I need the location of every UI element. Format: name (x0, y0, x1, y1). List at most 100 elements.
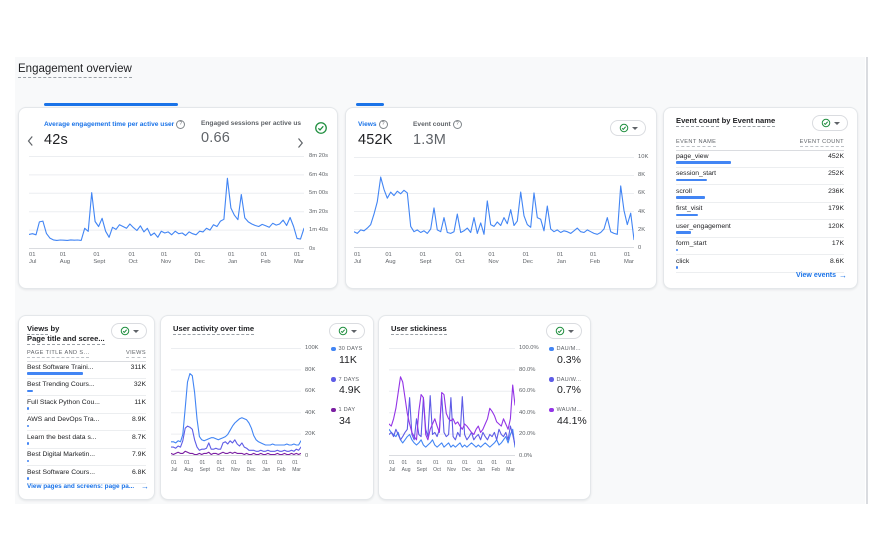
carousel-prev-button[interactable] (26, 134, 36, 148)
row-label: Best Trending Cours... (27, 381, 95, 388)
view-pages-link[interactable]: View pages and screens: page pa... → (27, 482, 149, 491)
event-count-table-card: Event count by Event name EVENT NAME EVE… (663, 107, 858, 289)
card-title: User activity over time (173, 324, 255, 335)
active-tab-indicator (356, 103, 384, 106)
insights-status-button[interactable] (546, 323, 582, 339)
row-value: 311K (130, 363, 146, 371)
legend-dot-icon (549, 377, 554, 382)
metric-tab-avg-engagement-time[interactable]: Average engagement time per active user … (44, 120, 186, 148)
pages-table-body: Best Software Traini... 311K Best Trending… (27, 361, 146, 484)
row-value: 8.7K (132, 433, 146, 441)
table-row: Full Stack Python Cou... 11K (27, 396, 146, 414)
y-axis-labels: 100K 80K 60K 40K 20K 0 (305, 345, 319, 459)
value-bar (27, 442, 29, 445)
value-bar (676, 266, 678, 269)
metric-label: Event count (413, 121, 451, 128)
user-activity-card: User activity over time 100K 80K 60K 40K 20K… (160, 315, 374, 500)
views-card: Views 452K Event count 1.3M 10K8K6K4K2K0… (345, 103, 657, 289)
card-title: User stickiness (391, 324, 447, 335)
check-circle-icon (338, 326, 347, 336)
table-row: scroll 236K (676, 185, 844, 203)
table-header: PAGE TITLE AND S... VIEWS (27, 350, 146, 362)
metric-value: 452K (358, 132, 393, 148)
metric-label: Views (358, 121, 377, 128)
value-bar (27, 389, 33, 392)
insights-status-button[interactable] (111, 323, 147, 339)
row-label: Best Digital Marketin... (27, 451, 95, 458)
x-axis-labels: 01 Jul 01 Aug 01 Sept 01 Oct 01 Nov 01 Dec 01 Jan 01 Fe… (171, 460, 301, 473)
value-bar (676, 248, 679, 251)
insights-status-button[interactable] (610, 120, 646, 136)
carousel-next-button[interactable] (296, 136, 306, 150)
help-icon[interactable] (378, 120, 388, 129)
x-axis-labels: 01 Jul 01 Aug 01 Sept 01 Oct 01 Nov 01 Dec 01 Jan 01 Fe… (29, 252, 304, 265)
table-header: EVENT NAME EVENT COUNT (676, 139, 844, 151)
check-circle-icon (555, 326, 564, 336)
row-value: 8.9K (132, 416, 146, 423)
metric-label: Average engagement time per active user (44, 121, 175, 128)
legend-dot-icon (331, 346, 336, 352)
row-label: AWS and DevOps Tra... (27, 416, 100, 423)
row-label: form_start (676, 240, 707, 247)
help-icon[interactable] (452, 120, 462, 129)
metric-tab-event-count[interactable]: Event count 1.3M (413, 120, 462, 148)
legend-item: WAU/M... 44.1% (549, 407, 587, 427)
row-label: Best Software Traini... (27, 363, 94, 371)
legend-item: 1 DAY 34 (331, 407, 363, 427)
check-circle-icon (315, 122, 327, 134)
column-header-page-title: PAGE TITLE AND S... (27, 350, 90, 358)
help-icon[interactable] (176, 120, 186, 129)
event-table-body: page_view 452K session_start 252K scroll 236K… (676, 150, 844, 273)
user-stickiness-card: User stickiness 100.0% 80.0% 60.0% 40.0% 20.… (378, 315, 591, 500)
y-axis-labels: 100.0% 80.0% 60.0% 40.0% 20.0% 0.0% (519, 345, 539, 459)
table-row: Learn the best data s... 8.7K (27, 431, 146, 449)
table-row: click 8.6K (676, 255, 844, 273)
value-bar (27, 424, 29, 427)
insights-status-button[interactable] (329, 323, 365, 339)
x-axis-labels: 01 Jul 01 Aug 01 Sept 01 Oct 01 Nov 01 Dec 01 Jan 01 Fe… (389, 460, 515, 473)
value-bar (27, 477, 29, 480)
column-header-views: VIEWS (125, 350, 146, 358)
column-header-event-name: EVENT NAME (676, 139, 717, 147)
card-title: Event count by Event name (676, 116, 776, 127)
data-quality-icon[interactable] (314, 121, 328, 135)
y-axis-labels: 8m 20s 6m 40s 5m 00s 3m 20s 1m 40s 0s (309, 153, 329, 252)
row-value: 236K (828, 187, 844, 195)
legend-item: 7 DAYS 4.9K (331, 377, 363, 396)
row-label: first_visit (676, 205, 703, 212)
view-events-link[interactable]: View events → (796, 271, 847, 280)
metric-tab-views[interactable]: Views 452K (358, 120, 393, 148)
value-bar (676, 161, 731, 164)
row-label: click (676, 257, 690, 265)
legend-item: 30 DAYS 11K (331, 346, 363, 366)
row-label: user_engagement (676, 222, 731, 230)
chevron-down-icon (350, 329, 357, 333)
arrow-forward-icon: → (839, 271, 847, 280)
insights-status-button[interactable] (812, 115, 848, 131)
row-label: session_start (676, 170, 717, 177)
metric-tab-engaged-sessions[interactable]: Engaged sessions per active us 0.66 (201, 120, 301, 146)
table-row: Best Software Cours... 6.8K (27, 466, 146, 484)
chevron-left-icon (27, 136, 33, 146)
row-value: 8.6K (830, 257, 844, 265)
metric-label: Engaged sessions per active us (201, 120, 302, 127)
chevron-down-icon (132, 329, 139, 333)
chevron-down-icon (833, 121, 840, 125)
table-row: Best Trending Cours... 32K (27, 379, 146, 396)
scrollbar[interactable] (866, 57, 868, 504)
arrow-forward-icon: → (141, 482, 149, 491)
legend-item: DAU/W... 0.7% (549, 377, 587, 396)
row-value: 179K (828, 205, 844, 212)
row-value: 120K (828, 222, 844, 230)
row-value: 252K (828, 170, 844, 177)
value-bar (27, 407, 29, 410)
value-bar (676, 231, 691, 234)
check-circle-icon (619, 123, 628, 133)
chart-legend: DAU/M... 0.3% DAU/W... 0.7% WAU/M... 44.… (549, 346, 587, 427)
table-row: session_start 252K (676, 168, 844, 185)
metric-value: 0.66 (201, 130, 231, 146)
table-row: page_view 452K (676, 150, 844, 168)
table-row: form_start 17K (676, 238, 844, 255)
row-label: page_view (676, 152, 709, 160)
page-title: Engagement overview (18, 63, 132, 78)
